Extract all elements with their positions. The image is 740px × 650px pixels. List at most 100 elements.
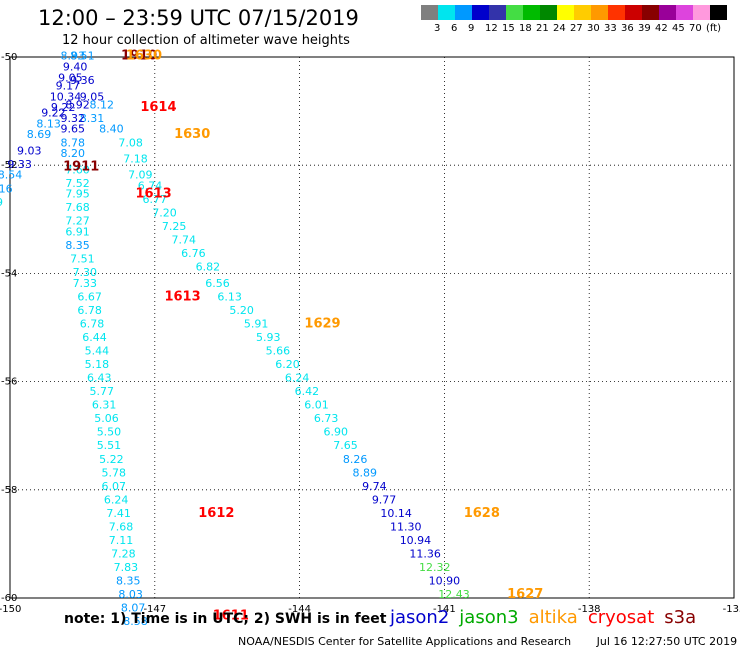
color-scale-label: 33 — [604, 23, 617, 34]
wave-height-value: 6.67 — [77, 290, 102, 303]
wave-height-value: 6.20 — [275, 358, 300, 371]
wave-height-value: 7.89 — [0, 196, 3, 209]
wave-height-value: 7.27 — [65, 215, 90, 228]
lat-tick-label: -56 — [1, 377, 17, 388]
wave-height-value: 8.93 — [60, 50, 85, 63]
wave-height-value: 7.95 — [65, 188, 90, 201]
wave-height-value: 6.77 — [143, 193, 168, 206]
generated-timestamp: Jul 16 12:27:50 UTC 2019 — [596, 635, 738, 648]
color-swatch — [455, 5, 472, 20]
credit-line: NOAA/NESDIS Center for Satellite Applica… — [238, 635, 740, 648]
wave-height-value: 7.08 — [118, 136, 143, 149]
lon-tick-label: -135 — [723, 604, 740, 615]
color-swatch — [472, 5, 489, 20]
wave-height-value: 6.42 — [295, 385, 320, 398]
wave-height-value: 5.22 — [99, 453, 124, 466]
wave-height-value: 10.14 — [380, 507, 412, 520]
pass-time-label: 1911 — [63, 160, 99, 175]
wave-height-value: 6.76 — [181, 247, 206, 260]
wave-height-value: 11.30 — [390, 520, 422, 533]
color-swatch — [676, 5, 693, 20]
wave-height-value: 6.91 — [65, 226, 90, 239]
wave-height-value: 8.35 — [65, 239, 90, 252]
wave-height-value: 12.32 — [419, 561, 451, 574]
wave-height-value: 5.18 — [85, 358, 110, 371]
wave-height-value: 8.40 — [99, 123, 124, 136]
lon-tick-label: -150 — [0, 604, 21, 615]
wave-height-value: 5.77 — [89, 385, 114, 398]
wave-height-value: 6.90 — [324, 426, 349, 439]
wave-height-value: 8.16 — [0, 182, 13, 195]
wave-height-value: 7.83 — [114, 561, 139, 574]
wave-height-value: 6.01 — [304, 399, 329, 412]
wave-height-value: 8.69 — [27, 128, 52, 141]
pass-time-label: 1612 — [198, 506, 234, 521]
wave-height-value: 6.24 — [285, 372, 310, 385]
color-swatch — [591, 5, 608, 20]
lat-tick-label: -54 — [1, 268, 17, 279]
wave-height-value: 6.78 — [80, 318, 105, 331]
wave-height-value: 6.13 — [217, 290, 242, 303]
pass-time-label: 1630 — [174, 127, 210, 142]
wave-height-value: 9.65 — [60, 123, 85, 136]
pass-time-label: 1628 — [464, 506, 500, 521]
color-swatch — [557, 5, 574, 20]
page-subtitle: 12 hour collection of altimeter wave hei… — [62, 33, 350, 48]
wave-height-value: 8.31 — [80, 112, 105, 125]
color-scale-label: 18 — [519, 23, 532, 34]
color-swatch — [608, 5, 625, 20]
wave-height-value: 7.18 — [123, 152, 148, 165]
wave-height-value: 6.24 — [104, 493, 129, 506]
color-scale-label: 9 — [468, 23, 475, 34]
lat-tick-label: -60 — [1, 593, 17, 604]
color-swatch — [642, 5, 659, 20]
wave-height-value: 8.26 — [343, 453, 368, 466]
wave-height-value: 7.20 — [152, 207, 177, 220]
wave-height-value: 7.30 — [73, 266, 98, 279]
wave-height-value: 9.22 — [51, 101, 76, 114]
color-scale-label: 42 — [655, 23, 668, 34]
satellite-legend-item: s3a — [664, 607, 697, 628]
wave-height-value: 7.11 — [109, 534, 134, 547]
wave-height-value: 9.74 — [362, 480, 387, 493]
wave-height-value: 8.13 — [36, 117, 61, 130]
color-scale-label: 3 — [434, 23, 441, 34]
pass-time-label: 1629 — [304, 317, 340, 332]
wave-height-value: 9.77 — [372, 493, 397, 506]
lon-tick-label: -141 — [433, 604, 456, 615]
color-swatch — [574, 5, 591, 20]
satellite-legend-item: altika — [528, 607, 578, 628]
pass-time-label: 1910 — [121, 49, 157, 64]
pass-time-label: 1627 — [507, 587, 543, 602]
satellite-legend-item: jason2 — [390, 607, 450, 628]
wave-height-value: 6.82 — [196, 261, 221, 274]
color-scale-label: 24 — [553, 23, 566, 34]
wave-height-value: 6.78 — [77, 304, 102, 317]
wave-height-value: 5.51 — [97, 439, 122, 452]
color-swatch — [506, 5, 523, 20]
color-swatch — [710, 5, 727, 20]
wave-height-value: 7.65 — [333, 439, 358, 452]
wave-height-value: 10.94 — [400, 534, 432, 547]
wave-height-value: 7.25 — [162, 220, 187, 233]
wave-height-value: 8.54 — [0, 169, 22, 182]
lon-tick-label: -138 — [578, 604, 601, 615]
wave-height-value: 8.58 — [123, 615, 148, 628]
color-scale-label: 27 — [570, 23, 583, 34]
wave-height-value: 9.05 — [58, 71, 83, 84]
pass-time-label: 1613 — [135, 187, 171, 202]
wave-height-value: 11.36 — [409, 547, 441, 560]
wave-height-value: 8.35 — [116, 574, 141, 587]
wave-height-value: 5.06 — [94, 412, 119, 425]
color-scale-label: 45 — [672, 23, 685, 34]
wave-height-value: 6.56 — [205, 277, 230, 290]
wave-height-value: 5.50 — [97, 426, 122, 439]
page-title: 12:00 – 23:59 UTC 07/15/2019 — [38, 6, 359, 30]
color-swatch — [421, 5, 438, 20]
wave-height-value: 6.73 — [314, 412, 339, 425]
satellite-legend: jason2 jason3 altika cryosat s3a — [390, 607, 706, 628]
wave-height-value: 6.31 — [92, 399, 117, 412]
color-swatch — [659, 5, 676, 20]
wave-height-value: 5.20 — [229, 304, 254, 317]
color-scale-label: 15 — [502, 23, 515, 34]
